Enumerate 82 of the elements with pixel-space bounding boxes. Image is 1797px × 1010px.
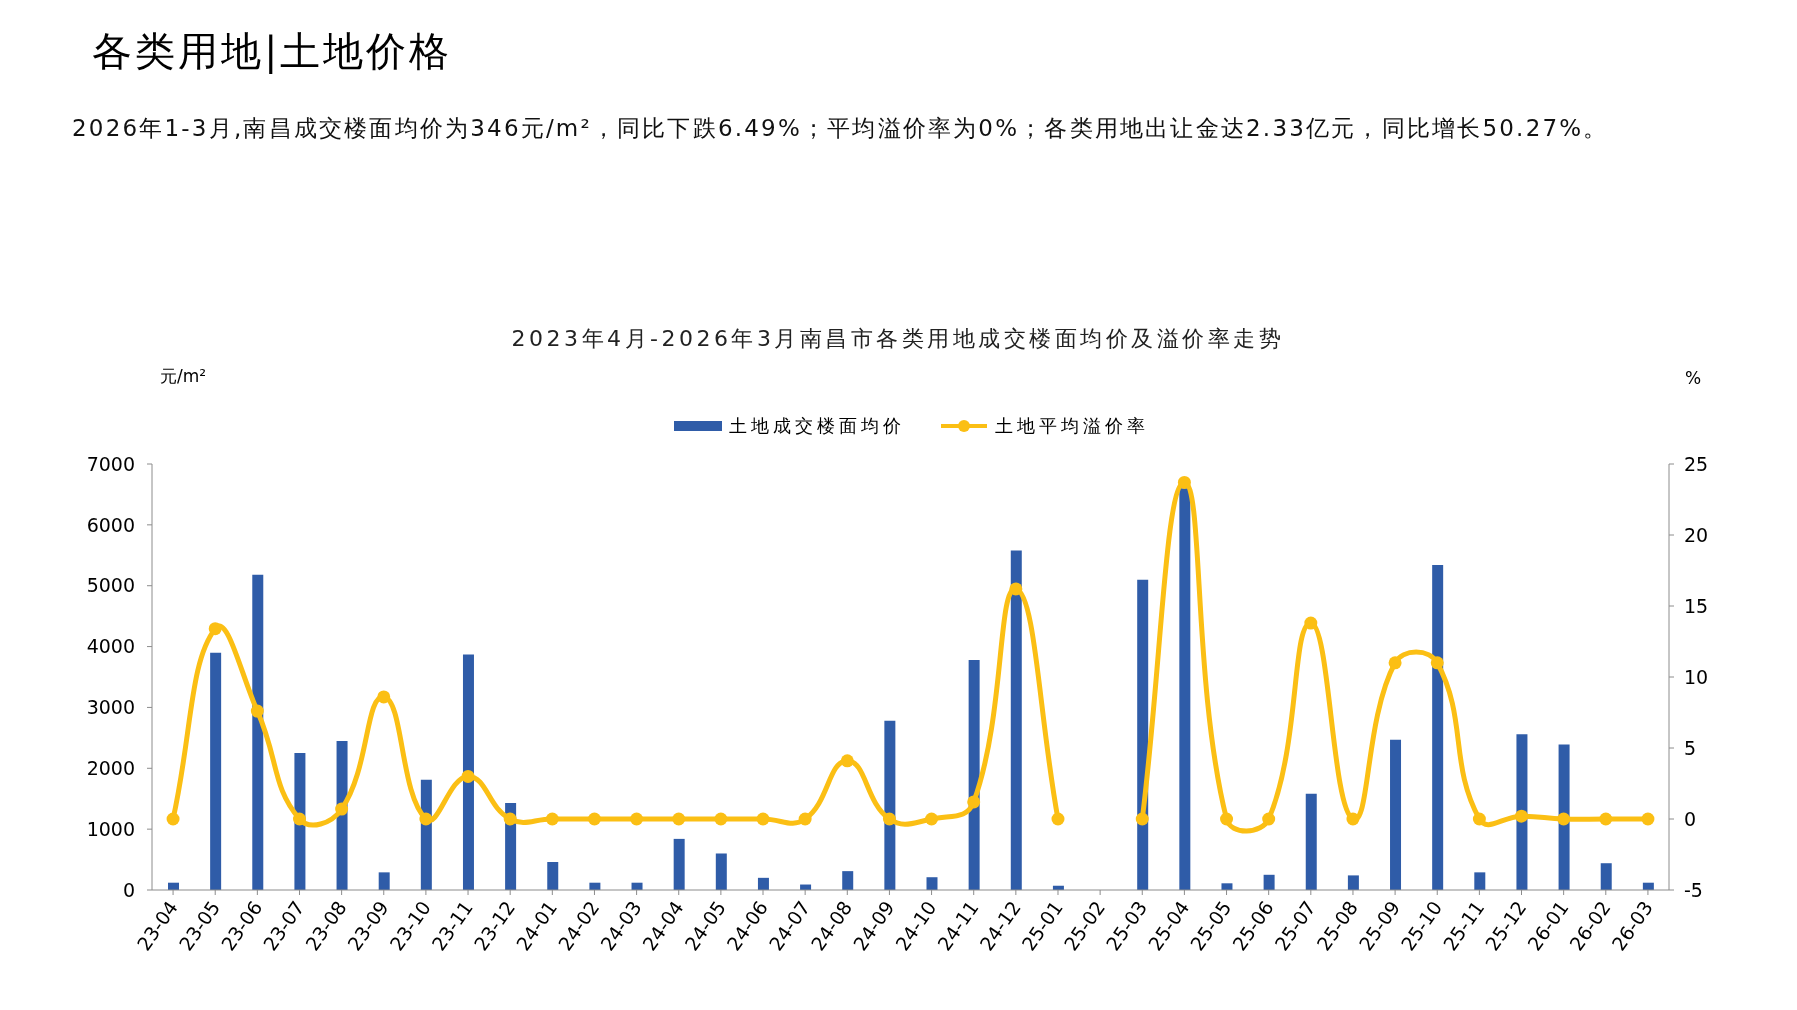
point [1177,475,1191,489]
y-tick-label: 4000 [86,635,135,658]
y2-tick-label: 0 [1684,807,1697,830]
point [1641,812,1655,826]
y-tick-label: 0 [122,878,135,901]
bar [1600,863,1612,890]
point [1346,812,1360,826]
point [882,812,896,826]
point [1051,812,1065,826]
point [1135,812,1149,826]
point [545,812,559,826]
point [250,704,264,718]
point [419,812,433,826]
point [1388,656,1402,670]
point [1515,809,1529,823]
point [798,812,812,826]
y-tick-label: 6000 [86,513,135,536]
bar [757,877,769,890]
point [166,812,180,826]
point [587,812,601,826]
point [714,812,728,826]
bar [1347,875,1359,890]
y-tick-label: 1000 [86,817,135,840]
y-tick-label: 7000 [86,452,135,475]
bar [547,862,559,890]
bar [252,574,264,890]
point [672,812,686,826]
y-tick-label: 2000 [86,757,135,780]
point [1557,812,1571,826]
point [756,812,770,826]
bar [1474,872,1486,890]
point [503,812,517,826]
y2-tick-label: -5 [1684,878,1703,901]
y2-tick-label: 25 [1684,452,1709,475]
y-axis-title: 元/m² [160,365,207,388]
bar [378,872,390,890]
point [1430,656,1444,670]
y2-tick-label: 10 [1684,665,1709,688]
bar [1516,734,1528,890]
bar [1010,550,1022,890]
y2-tick-label: 20 [1684,523,1709,546]
bar [926,877,938,890]
y2-axis-title: % [1685,368,1702,388]
point [1472,812,1486,826]
bar [1179,488,1191,890]
point [1220,812,1234,826]
bar [842,871,854,890]
y-tick-label: 3000 [86,696,135,719]
bar [1305,793,1317,890]
point [377,690,391,704]
bar [294,753,306,890]
point [208,622,222,636]
point [630,812,644,826]
point [840,754,854,768]
bar [1263,874,1275,890]
legend-label: 土地平均溢价率 [994,414,1149,438]
point [1262,812,1276,826]
y2-tick-label: 5 [1684,736,1697,759]
point [967,795,981,809]
point [461,769,475,783]
chart-subtitle: 2023年4月-2026年3月南昌市各类用地成交楼面均价及溢价率走势 [511,325,1285,353]
bar [673,838,685,890]
legend-label: 土地成交楼面均价 [728,414,905,438]
y2-tick-label: 15 [1684,594,1709,617]
bar [884,720,896,890]
bar [1390,739,1402,890]
bar [1558,744,1570,890]
bar [336,740,348,890]
point [335,802,349,816]
point [292,812,306,826]
point [925,812,939,826]
chart-title: 各类用地|土地价格 [92,27,453,76]
point [1599,812,1613,826]
y-tick-label: 5000 [86,574,135,597]
point [1304,616,1318,630]
text: 2026年1-3月,南昌成交楼面均价为346元/m²，同比下跌6.49%；平均溢价率为0%；各类用地出让金达2.33亿元，同比增长50.27%。 [72,114,1609,143]
bar [715,853,727,890]
bar [1432,565,1444,890]
bar [210,652,222,890]
bar [462,654,474,890]
point [1009,582,1023,596]
bar [968,659,980,890]
